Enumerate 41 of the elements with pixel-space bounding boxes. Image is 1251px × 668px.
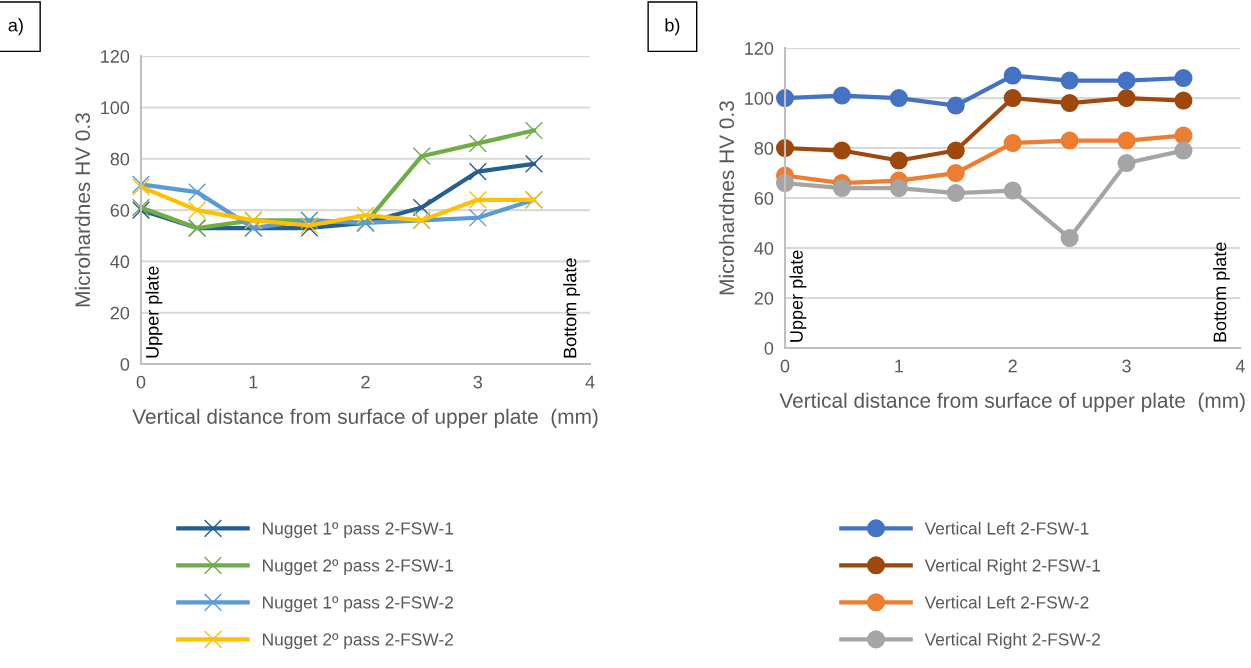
legend-label: Nugget 2º pass 2-FSW-1 bbox=[263, 559, 453, 575]
y-tick-label: 40 bbox=[754, 241, 774, 255]
y-axis-title: Microhardnes HV 0.3 bbox=[718, 101, 735, 295]
x-tick-label: 3 bbox=[1122, 359, 1131, 373]
y-tick-label: 20 bbox=[110, 306, 130, 320]
y-tick-label: 60 bbox=[754, 192, 774, 205]
x-tick-label: 2 bbox=[1008, 359, 1017, 373]
y-tick-label: 20 bbox=[754, 291, 774, 305]
x-tick-label: 4 bbox=[585, 375, 595, 389]
legend-label: Vertical Left 2-FSW-2 bbox=[924, 595, 1089, 609]
y-tick-label: 120 bbox=[745, 42, 774, 55]
legend-label: Nugget 2º pass 2-FSW-2 bbox=[263, 633, 453, 650]
x-tick-label: 1 bbox=[895, 359, 903, 373]
annotation: Upper plate bbox=[145, 266, 163, 358]
x-tick-label: 3 bbox=[473, 375, 483, 389]
y-tick-label: 40 bbox=[110, 255, 130, 269]
text: a) bbox=[8, 18, 23, 36]
y-tick-label: 120 bbox=[101, 50, 130, 63]
text: b) bbox=[665, 18, 680, 36]
legend-label: Nugget 1º pass 2-FSW-1 bbox=[263, 522, 453, 538]
y-tick-label: 60 bbox=[110, 204, 130, 217]
y-tick-label: 100 bbox=[745, 92, 774, 105]
legend-label: Vertical Right 2-FSW-1 bbox=[924, 558, 1101, 575]
y-axis-title: Microhardnes HV 0.3 bbox=[74, 113, 91, 307]
x-tick-label: 0 bbox=[136, 375, 146, 389]
x-axis-title: Vertical distance from surface of upper plate (mm) bbox=[779, 392, 1245, 413]
x-tick-label: 2 bbox=[361, 375, 370, 389]
y-tick-label: 100 bbox=[101, 101, 130, 115]
x-tick-label: 1 bbox=[249, 375, 258, 389]
x-axis-title: Vertical distance from surface of upper plate (mm) bbox=[132, 408, 598, 429]
annotation: Bottom plate bbox=[563, 258, 580, 358]
legend-label: Vertical Right 2-FSW-2 bbox=[924, 632, 1100, 650]
y-tick-label: 0 bbox=[764, 341, 774, 355]
legend-label: Nugget 1º pass 2-FSW-2 bbox=[263, 596, 453, 613]
annotation: Bottom plate bbox=[1213, 242, 1230, 342]
annotation: Upper plate bbox=[789, 250, 807, 342]
x-tick-label: 4 bbox=[1235, 359, 1245, 373]
x-tick-label: 0 bbox=[780, 359, 790, 373]
legend-label: Vertical Left 2-FSW-1 bbox=[924, 521, 1089, 535]
y-tick-label: 80 bbox=[110, 152, 130, 166]
y-tick-label: 80 bbox=[754, 142, 774, 155]
